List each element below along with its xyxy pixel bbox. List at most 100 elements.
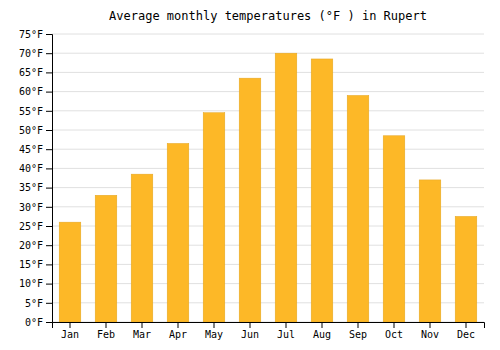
x-tick: Mar xyxy=(133,322,151,340)
y-tick-mark xyxy=(46,226,52,227)
y-tick-mark xyxy=(46,264,52,265)
x-tick: Dec xyxy=(457,322,475,340)
x-tick: Jul xyxy=(277,322,295,340)
x-tick-mark xyxy=(430,322,431,328)
y-tick-label: 70°F xyxy=(19,48,43,59)
x-tick-label: Dec xyxy=(457,329,475,340)
x-tick-mark xyxy=(142,322,143,328)
y-tick: 35°F xyxy=(19,182,52,193)
y-tick-mark xyxy=(46,207,52,208)
x-tick-label: Jul xyxy=(277,329,295,340)
title: Average monthly temperatures (°F ) in Ru… xyxy=(109,9,427,23)
x-tick-mark xyxy=(250,322,251,328)
bar xyxy=(347,95,369,322)
x-tick-mark xyxy=(394,322,395,328)
x-tick-mark xyxy=(286,322,287,328)
y-tick-mark xyxy=(46,245,52,246)
y-tick: 60°F xyxy=(19,86,52,97)
x-tick: Apr xyxy=(169,322,187,340)
x-tick: Jan xyxy=(61,322,79,340)
y-tick: 45°F xyxy=(19,144,52,155)
y-tick: 20°F xyxy=(19,240,52,251)
y-axis: 0°F5°F10°F15°F20°F25°F30°F35°F40°F45°F50… xyxy=(19,29,53,328)
bar xyxy=(383,136,405,322)
grid-line xyxy=(52,130,484,131)
x-tick-mark xyxy=(214,322,215,328)
x-tick-mark xyxy=(322,322,323,328)
y-tick-mark xyxy=(46,130,52,131)
y-tick: 40°F xyxy=(19,163,52,174)
y-tick-label: 15°F xyxy=(19,259,43,270)
bar xyxy=(311,59,333,322)
bars xyxy=(59,53,477,322)
bar xyxy=(131,174,153,322)
y-tick: 30°F xyxy=(19,202,52,213)
x-tick-label: Nov xyxy=(421,329,439,340)
bar xyxy=(203,113,225,322)
grid-line xyxy=(52,53,484,54)
bar xyxy=(239,78,261,322)
x-tick-label: Oct xyxy=(385,329,403,340)
x-tick-label: Apr xyxy=(169,329,187,340)
x-tick: Nov xyxy=(421,322,439,340)
plot: 0°F5°F10°F15°F20°F25°F30°F35°F40°F45°F50… xyxy=(19,29,485,340)
y-tick-mark xyxy=(46,34,52,35)
y-tick-label: 50°F xyxy=(19,125,43,136)
y-tick-label: 35°F xyxy=(19,182,43,193)
y-tick: 65°F xyxy=(19,67,52,78)
x-tick-mark xyxy=(358,322,359,328)
x-tick-label: May xyxy=(205,329,223,340)
grid xyxy=(52,34,484,322)
x-tick-label: Feb xyxy=(97,329,115,340)
y-tick-label: 25°F xyxy=(19,221,43,232)
x-tick: Sep xyxy=(349,322,367,340)
x-tick-label: Sep xyxy=(349,329,367,340)
grid-line xyxy=(52,34,484,35)
y-tick: 50°F xyxy=(19,125,52,136)
x-axis: Jan Feb Mar Apr May Jun Jul Aug Sep Oct Nov Dec xyxy=(53,322,485,340)
y-tick-mark xyxy=(46,168,52,169)
x-tick: Feb xyxy=(97,322,115,340)
x-tick-label: Jun xyxy=(241,329,259,340)
y-tick-mark xyxy=(46,303,52,304)
y-tick-mark xyxy=(46,92,52,93)
bar xyxy=(419,180,441,322)
bar xyxy=(275,53,297,322)
y-tick-label: 65°F xyxy=(19,67,43,78)
x-tick: Oct xyxy=(385,322,403,340)
grid-line xyxy=(52,149,484,150)
y-tick-label: 45°F xyxy=(19,144,43,155)
x-tick-mark xyxy=(178,322,179,328)
x-tick-mark xyxy=(466,322,467,328)
y-tick-label: 60°F xyxy=(19,86,43,97)
bar xyxy=(455,216,477,322)
grid-line xyxy=(52,72,484,73)
y-tick-mark xyxy=(46,284,52,285)
y-tick-mark xyxy=(46,322,52,323)
y-tick: 10°F xyxy=(19,278,52,289)
y-tick-mark xyxy=(46,149,52,150)
y-tick-label: 75°F xyxy=(19,29,43,40)
y-axis-line xyxy=(46,35,53,323)
x-tick: May xyxy=(205,322,223,340)
y-tick-mark xyxy=(46,111,52,112)
chart: 0°F5°F10°F15°F20°F25°F30°F35°F40°F45°F50… xyxy=(0,0,500,350)
x-tick-mark xyxy=(106,322,107,328)
y-tick-mark xyxy=(46,188,52,189)
y-tick: 15°F xyxy=(19,259,52,270)
x-tick-label: Jan xyxy=(61,329,79,340)
y-tick-label: 30°F xyxy=(19,202,43,213)
grid-line xyxy=(52,91,484,92)
bar xyxy=(95,195,117,322)
grid-line xyxy=(52,110,484,111)
grid-line xyxy=(52,168,484,169)
x-tick-label: Aug xyxy=(313,329,331,340)
y-tick-label: 55°F xyxy=(19,106,43,117)
y-tick: 25°F xyxy=(19,221,52,232)
y-tick: 5°F xyxy=(25,298,52,309)
y-tick: 55°F xyxy=(19,106,52,117)
y-tick: 70°F xyxy=(19,48,52,59)
y-tick-mark xyxy=(46,53,52,54)
x-tick: Aug xyxy=(313,322,331,340)
y-tick-label: 10°F xyxy=(19,278,43,289)
